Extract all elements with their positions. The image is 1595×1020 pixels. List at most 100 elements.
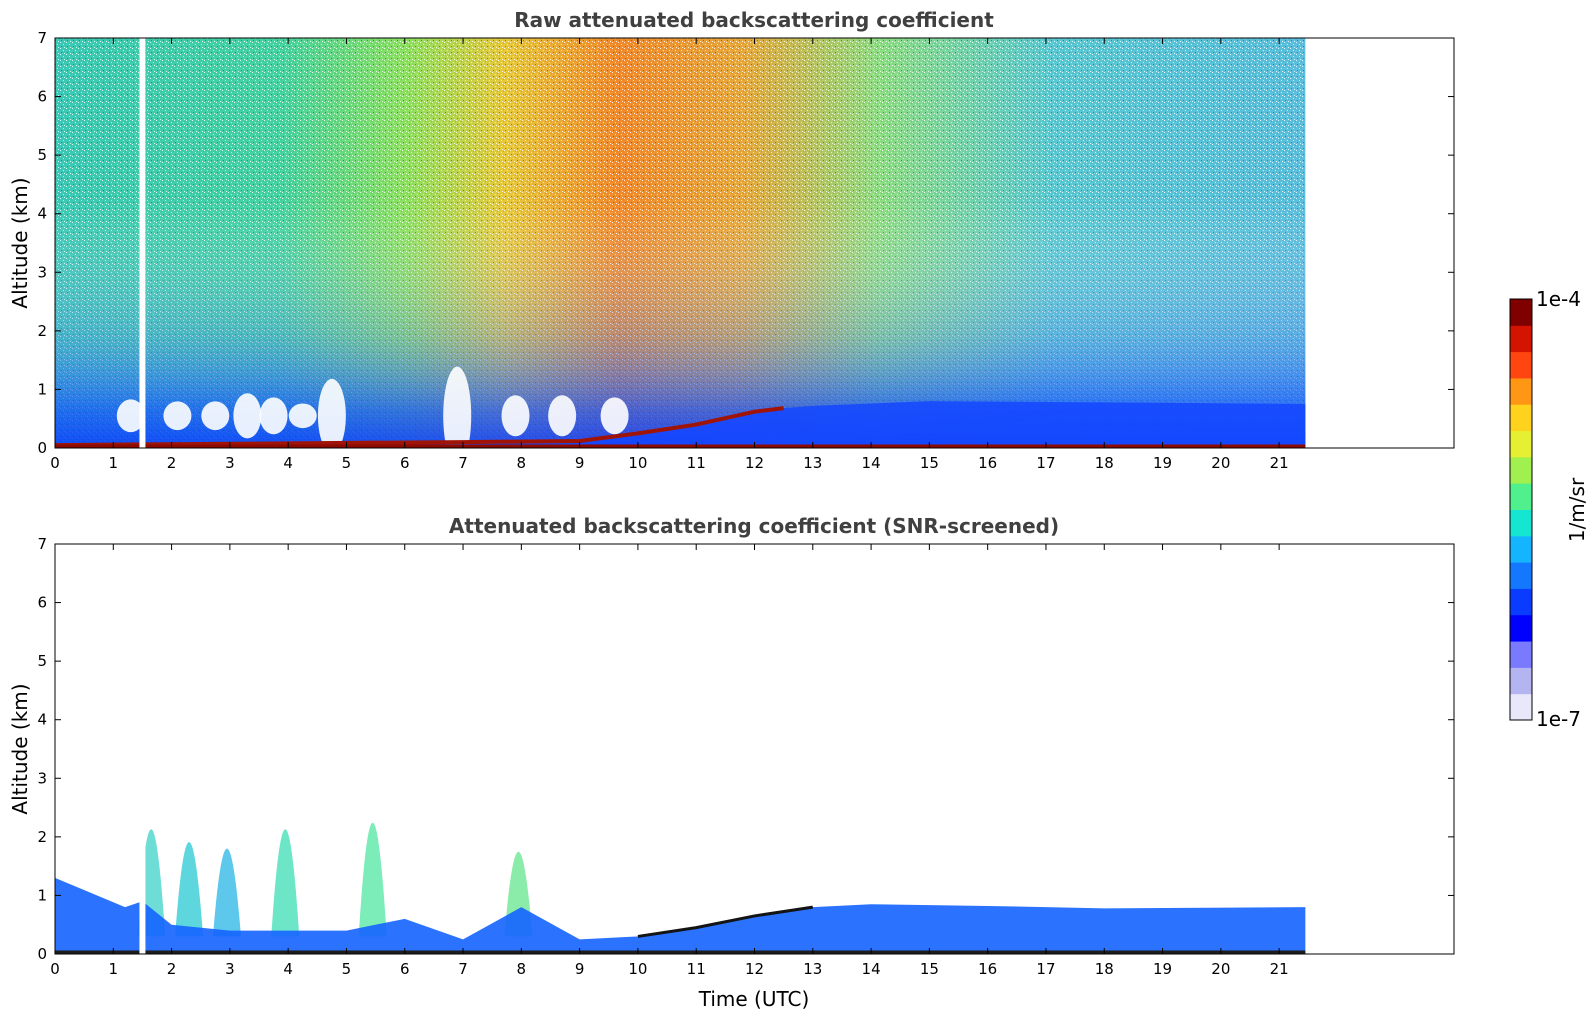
colorbar-frame [1509, 298, 1533, 721]
colorbar-step [1510, 614, 1532, 642]
x-tick-label: 4 [283, 960, 293, 978]
x-tick-label: 7 [458, 454, 468, 472]
colorbar-step [1510, 535, 1532, 563]
colorbar-step [1510, 667, 1532, 695]
colorbar-min-label: 1e-7 [1536, 707, 1581, 731]
colorbar-step [1510, 351, 1532, 379]
colorbar-step [1510, 456, 1532, 484]
x-tick-label: 0 [50, 960, 60, 978]
panel-raw-title: Raw attenuated backscattering coefficien… [514, 8, 994, 32]
x-tick-label: 12 [745, 960, 764, 978]
x-tick-label: 20 [1211, 454, 1230, 472]
clear-air-pocket [259, 397, 288, 435]
clear-air-pocket [501, 395, 530, 437]
x-tick-label: 5 [342, 454, 352, 472]
colorbar-unit-label: 1/m/sr [1565, 477, 1589, 542]
y-tick-label: 6 [37, 594, 47, 612]
panel-raw-ylabel: Altitude (km) [8, 177, 32, 308]
x-tick-label: 7 [458, 960, 468, 978]
clear-air-pocket [317, 378, 346, 448]
y-tick-label: 2 [37, 828, 47, 846]
x-tick-label: 12 [745, 454, 764, 472]
y-tick-label: 7 [37, 535, 47, 553]
clear-air-pocket [116, 399, 145, 433]
y-tick-label: 2 [37, 322, 47, 340]
y-tick-label: 5 [37, 652, 47, 670]
panel-screened-title: Attenuated backscattering coefficient (S… [449, 514, 1059, 538]
clear-air-pocket [548, 395, 577, 437]
x-tick-label: 13 [803, 960, 822, 978]
aerosol-plume [212, 848, 241, 937]
colorbar-step [1510, 377, 1532, 405]
x-tick-label: 21 [1270, 454, 1289, 472]
x-tick-label: 8 [517, 960, 527, 978]
panel-screened-field [55, 544, 1306, 954]
raw-boundary-layer [55, 401, 1306, 448]
x-tick-label: 3 [225, 960, 235, 978]
x-tick-label: 4 [283, 454, 293, 472]
y-tick-label: 4 [37, 711, 47, 729]
raw-aerosol-layer-top [55, 406, 784, 448]
panel-screened-frame [54, 543, 1455, 955]
x-tick-label: 11 [687, 454, 706, 472]
screened-plumes [137, 822, 533, 937]
panel-screened-ticks: 0 1 2 3 4 5 6 7 8 9 10 11 12 13 14 15 16 17 18 19 20 21012345… [37, 535, 1454, 978]
clear-air-pocket [163, 401, 192, 431]
colorbar-step [1510, 483, 1532, 510]
panel-raw: Raw attenuated backscattering coefficien… [8, 8, 1455, 472]
x-tick-label: 17 [1036, 960, 1055, 978]
colorbar-steps [1510, 299, 1532, 721]
x-tick-label: 15 [920, 454, 939, 472]
y-tick-label: 0 [37, 439, 47, 457]
panel-raw-field [55, 38, 1306, 448]
aerosol-plume [358, 822, 387, 937]
y-tick-label: 1 [37, 380, 47, 398]
y-tick-label: 6 [37, 88, 47, 106]
raw-data-gap [139, 38, 146, 448]
x-tick-label: 2 [167, 454, 177, 472]
clear-air-pocket [201, 401, 230, 431]
colorbar-step [1510, 299, 1532, 326]
clear-air-pocket [443, 366, 472, 448]
panel-screened-ylabel: Altitude (km) [8, 683, 32, 814]
clear-air-pocket [600, 397, 629, 435]
screened-boundary-layer-fill [55, 877, 1306, 954]
x-tick-label: 19 [1153, 454, 1172, 472]
x-tick-label: 10 [628, 960, 647, 978]
colorbar-step [1510, 509, 1532, 537]
colorbar-step [1510, 588, 1532, 616]
x-tick-label: 10 [628, 454, 647, 472]
screened-surface-layer [55, 950, 1306, 954]
screened-layer-top [637, 905, 814, 938]
y-tick-label: 1 [37, 886, 47, 904]
x-tick-label: 16 [978, 960, 997, 978]
x-tick-label: 9 [575, 454, 585, 472]
x-tick-label: 6 [400, 454, 410, 472]
aerosol-plume [271, 829, 300, 937]
screened-boundary-layer [55, 877, 1306, 954]
x-tick-label: 0 [50, 454, 60, 472]
x-tick-label: 13 [803, 454, 822, 472]
x-tick-label: 21 [1270, 960, 1289, 978]
colorbar-step [1510, 562, 1532, 589]
y-tick-label: 3 [37, 263, 47, 281]
x-tick-label: 18 [1095, 960, 1114, 978]
y-tick-label: 3 [37, 769, 47, 787]
x-tick-label: 11 [687, 960, 706, 978]
raw-clear-air-gaps [116, 366, 629, 448]
raw-surface-layer [55, 444, 1306, 448]
panel-raw-ticks: 0 1 2 3 4 5 6 7 8 9 10 11 12 13 14 15 16 17 18 19 20 21012345… [37, 29, 1454, 472]
x-tick-label: 16 [978, 454, 997, 472]
colorbar-step [1510, 325, 1532, 353]
clear-air-pocket [288, 403, 317, 429]
x-tick-label: 17 [1036, 454, 1055, 472]
x-tick-label: 20 [1211, 960, 1230, 978]
aerosol-plume [175, 842, 204, 937]
y-tick-label: 4 [37, 205, 47, 223]
x-tick-label: 1 [109, 454, 119, 472]
y-tick-label: 5 [37, 146, 47, 164]
panel-screened: Attenuated backscattering coefficient (S… [8, 514, 1455, 1011]
colorbar-max-label: 1e-4 [1536, 287, 1581, 311]
x-tick-label: 2 [167, 960, 177, 978]
colorbar-step [1510, 404, 1532, 432]
